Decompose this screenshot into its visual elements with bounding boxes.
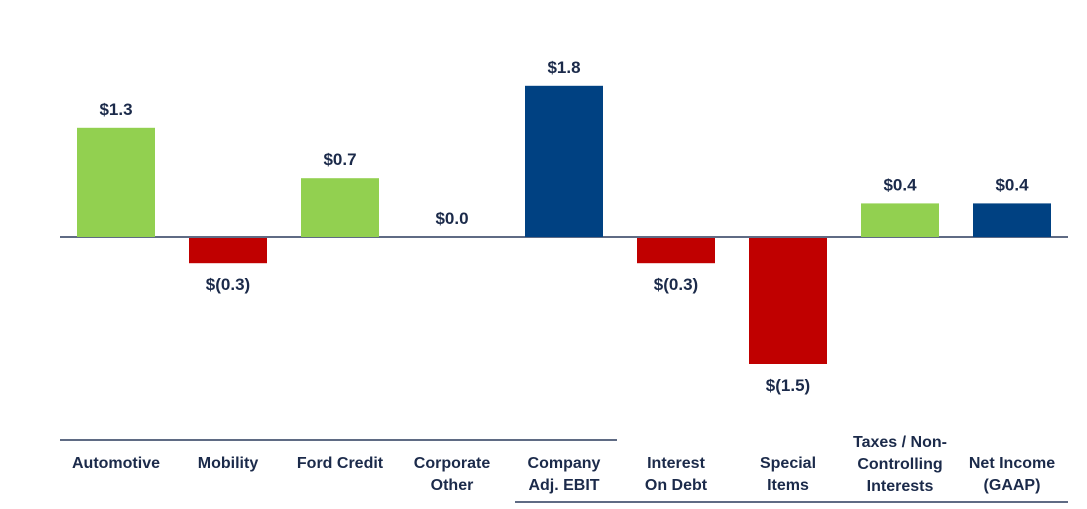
category-label-8: Taxes / Non-Controlling Interests bbox=[853, 434, 947, 495]
bar-6 bbox=[637, 238, 715, 264]
bar-3 bbox=[301, 178, 379, 237]
category-labels-group: Automotive Mobility Ford Credit Corporate Ot… bbox=[72, 434, 1055, 495]
value-label-6: $(0.3) bbox=[654, 275, 698, 294]
category-label-9: Net Income (GAAP) bbox=[969, 455, 1055, 494]
category-label-6: Interest On Debt bbox=[645, 455, 708, 494]
value-label-3: $0.7 bbox=[323, 150, 356, 169]
value-label-8: $0.4 bbox=[883, 175, 917, 194]
category-label-1: Automotive bbox=[72, 455, 160, 472]
bar-8 bbox=[861, 203, 939, 237]
value-label-9: $0.4 bbox=[995, 175, 1029, 194]
value-label-4: $0.0 bbox=[435, 209, 468, 228]
bar-1 bbox=[77, 127, 155, 237]
value-label-2: $(0.3) bbox=[206, 275, 250, 294]
category-label-5: Company Adj. EBIT bbox=[528, 455, 601, 494]
value-label-7: $(1.5) bbox=[766, 376, 810, 395]
bar-5 bbox=[525, 85, 603, 237]
bars-group bbox=[77, 85, 1051, 364]
category-label-3: Ford Credit bbox=[297, 455, 384, 472]
category-label-2: Mobility bbox=[198, 455, 259, 472]
value-label-1: $1.3 bbox=[99, 100, 132, 119]
category-label-7: Special Items bbox=[760, 455, 816, 494]
bar-2 bbox=[189, 238, 267, 264]
bar-7 bbox=[749, 238, 827, 364]
value-label-5: $1.8 bbox=[547, 58, 580, 77]
value-labels-group: $1.3 $(0.3) $0.7 $0.0 $1.8 $(0.3) $(1.5) $0.4 $0… bbox=[99, 58, 1029, 395]
bar-9 bbox=[973, 203, 1051, 237]
category-label-4: Corporate Other bbox=[414, 455, 491, 494]
